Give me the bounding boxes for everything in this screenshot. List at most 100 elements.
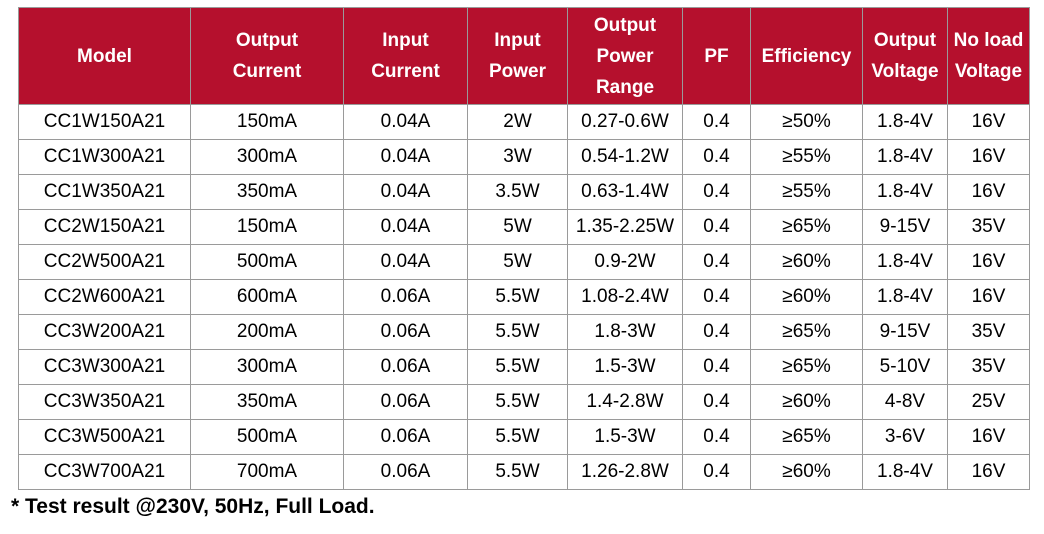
table-cell: 5W — [467, 209, 568, 245]
table-cell: 0.04A — [343, 244, 468, 280]
column-header-line: Output — [235, 30, 299, 51]
table-cell: 35V — [947, 209, 1030, 245]
table-cell: ≥50% — [750, 104, 863, 140]
table-cell: ≥65% — [750, 314, 863, 350]
table-row: CC1W150A21 150mA 0.04A 2W 0.27-0.6W 0.4 ≥50% 1.… — [18, 104, 1030, 140]
table-cell: 1.4-2.8W — [567, 384, 683, 420]
table-cell: 0.4 — [682, 454, 751, 490]
header-row: Model Output Current Input Current Input Power… — [18, 7, 1030, 105]
column-header-line: Efficiency — [761, 45, 852, 67]
footnote: * Test result @230V, 50Hz, Full Load. — [11, 495, 375, 518]
table-cell: 0.4 — [682, 139, 751, 175]
table-cell: 25V — [947, 384, 1030, 420]
table-cell: 16V — [947, 419, 1030, 455]
table-cell: 0.04A — [343, 174, 468, 210]
table-cell: 5.5W — [467, 314, 568, 350]
table-cell: 16V — [947, 174, 1030, 210]
table-cell: 700mA — [190, 454, 344, 490]
table-cell: 16V — [947, 139, 1030, 175]
table-cell: 0.06A — [343, 384, 468, 420]
table-cell: 9-15V — [862, 209, 948, 245]
table-cell: 1.35-2.25W — [567, 209, 683, 245]
table-cell: 0.4 — [682, 419, 751, 455]
table-cell: ≥65% — [750, 419, 863, 455]
table-cell: 500mA — [190, 244, 344, 280]
table-cell: ≥60% — [750, 454, 863, 490]
table-row: CC2W500A21 500mA 0.04A 5W 0.9-2W 0.4 ≥60% 1.8-4… — [18, 244, 1030, 280]
table-cell: 0.04A — [343, 209, 468, 245]
table-cell: 0.4 — [682, 244, 751, 280]
table-cell: 1.8-4V — [862, 174, 948, 210]
table-cell: 2W — [467, 104, 568, 140]
table-cell: 1.08-2.4W — [567, 279, 683, 315]
table-cell: CC3W350A21 — [18, 384, 191, 420]
column-header-line: Current — [371, 61, 440, 82]
table-cell: CC2W150A21 — [18, 209, 191, 245]
table-cell: 35V — [947, 349, 1030, 385]
table-cell: 5W — [467, 244, 568, 280]
table-cell: 150mA — [190, 209, 344, 245]
table-cell: 0.04A — [343, 139, 468, 175]
table-body: CC1W150A21 150mA 0.04A 2W 0.27-0.6W 0.4 ≥50% 1.… — [18, 104, 1030, 490]
column-header-line: Input — [494, 30, 541, 51]
column-header-line: Range — [595, 76, 655, 98]
table-row: CC2W600A21 600mA 0.06A 5.5W 1.08-2.4W 0.4 ≥60%… — [18, 279, 1030, 315]
table-cell: CC2W600A21 — [18, 279, 191, 315]
column-header: Input Current — [343, 7, 468, 105]
table-cell: 500mA — [190, 419, 344, 455]
column-header: Output Current — [190, 7, 344, 105]
table-cell: 0.4 — [682, 209, 751, 245]
column-header-line: No load — [953, 30, 1024, 51]
table-cell: 0.4 — [682, 104, 751, 140]
table-row: CC3W700A21 700mA 0.06A 5.5W 1.26-2.8W 0.4 ≥60%… — [18, 454, 1030, 490]
table-cell: 0.06A — [343, 349, 468, 385]
table-row: CC2W150A21 150mA 0.04A 5W 1.35-2.25W 0.4 ≥65% 9… — [18, 209, 1030, 245]
table-cell: 300mA — [190, 139, 344, 175]
table-cell: 3-6V — [862, 419, 948, 455]
table-cell: 600mA — [190, 279, 344, 315]
table-cell: 0.54-1.2W — [567, 139, 683, 175]
table-row: CC3W300A21 300mA 0.06A 5.5W 1.5-3W 0.4 ≥65% 5-1… — [18, 349, 1030, 385]
table-cell: 1.8-4V — [862, 244, 948, 280]
table-cell: 200mA — [190, 314, 344, 350]
column-header-line: Model — [77, 45, 132, 67]
table-cell: 1.5-3W — [567, 419, 683, 455]
table-cell: 5.5W — [467, 384, 568, 420]
table-cell: 0.4 — [682, 349, 751, 385]
table-cell: 0.06A — [343, 454, 468, 490]
column-header-line: PF — [704, 45, 729, 67]
table-cell: 16V — [947, 454, 1030, 490]
table-cell: 0.4 — [682, 279, 751, 315]
table-cell: CC1W300A21 — [18, 139, 191, 175]
table-row: CC1W300A21 300mA 0.04A 3W 0.54-1.2W 0.4 ≥55% 1.… — [18, 139, 1030, 175]
table-cell: 1.8-4V — [862, 139, 948, 175]
table-cell: CC3W700A21 — [18, 454, 191, 490]
table-row: CC1W350A21 350mA 0.04A 3.5W 0.63-1.4W 0.4 ≥55%… — [18, 174, 1030, 210]
table-cell: 0.04A — [343, 104, 468, 140]
table-cell: 350mA — [190, 384, 344, 420]
column-header-line: Power — [488, 61, 547, 82]
column-header-line: Current — [232, 61, 302, 82]
table-cell: 35V — [947, 314, 1030, 350]
column-header: No load Voltage — [947, 7, 1030, 105]
table-cell: 16V — [947, 104, 1030, 140]
column-header-line: Input — [382, 30, 429, 51]
table-cell: 0.4 — [682, 314, 751, 350]
spec-table: Model Output Current Input Current Input Power… — [18, 7, 1030, 490]
table-cell: 0.27-0.6W — [567, 104, 683, 140]
table-cell: 0.06A — [343, 314, 468, 350]
table-cell: CC2W500A21 — [18, 244, 191, 280]
table-cell: 16V — [947, 244, 1030, 280]
table-cell: 0.06A — [343, 419, 468, 455]
table-cell: 1.8-4V — [862, 104, 948, 140]
table-cell: 300mA — [190, 349, 344, 385]
column-header: Input Power — [467, 7, 568, 105]
column-header: Model — [18, 7, 191, 105]
table-cell: 0.4 — [682, 384, 751, 420]
table-cell: ≥60% — [750, 279, 863, 315]
table-cell: 3W — [467, 139, 568, 175]
table-cell: CC3W500A21 — [18, 419, 191, 455]
table-cell: 9-15V — [862, 314, 948, 350]
table-cell: 1.26-2.8W — [567, 454, 683, 490]
table-cell: 16V — [947, 279, 1030, 315]
